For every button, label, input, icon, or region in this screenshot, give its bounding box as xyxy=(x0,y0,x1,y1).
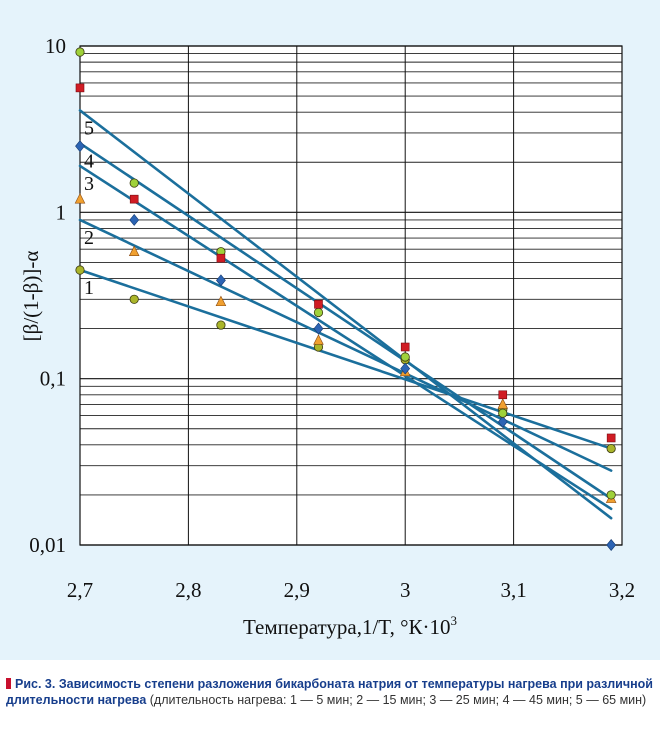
data-point-series-3 xyxy=(497,415,508,428)
data-point-series-2 xyxy=(74,192,86,204)
x-tick-label: 3 xyxy=(400,578,411,602)
x-tick-label: 3,1 xyxy=(500,578,526,602)
x-tick-label: 2,9 xyxy=(284,578,310,602)
fit-lines xyxy=(78,109,613,520)
series-label-1: 1 xyxy=(84,277,94,299)
series-label-2: 2 xyxy=(84,227,94,249)
data-point-series-4 xyxy=(498,408,508,418)
plot-area xyxy=(79,45,623,546)
data-point-series-2 xyxy=(215,295,227,307)
data-point-series-3 xyxy=(216,274,226,287)
fit-line-5 xyxy=(78,109,613,520)
data-point-series-2 xyxy=(313,334,324,345)
data-point-series-3 xyxy=(400,362,411,375)
x-tick-label: 2,7 xyxy=(67,578,93,602)
y-tick-label: 1 xyxy=(56,200,67,224)
figure-caption: Рис. 3. Зависимость степени разложения б… xyxy=(6,676,654,708)
series-labels: 1 2 34 5 xyxy=(84,117,94,299)
data-point-series-2 xyxy=(497,398,509,409)
x-tick-label: 3,2 xyxy=(609,578,635,602)
grid xyxy=(79,45,623,546)
data-point-series-3 xyxy=(606,539,617,551)
data-point-series-3 xyxy=(313,322,324,335)
fit-line-2 xyxy=(78,218,613,472)
y-tick-label: 10 xyxy=(45,34,66,58)
data-point-series-3 xyxy=(129,213,140,226)
data-point-series-4 xyxy=(606,490,616,500)
x-axis-title: Температура,1/T, °К·103 xyxy=(243,613,457,639)
series-label-3: 3 xyxy=(84,173,94,195)
data-point-series-3 xyxy=(75,140,85,153)
y-axis-title: [β/(1-β)]-α xyxy=(19,251,43,342)
data-point-series-1 xyxy=(606,443,616,454)
data-point-series-5 xyxy=(498,390,508,400)
data-point-series-5 xyxy=(400,342,410,352)
data-point-series-4 xyxy=(129,178,139,188)
data-point-series-4 xyxy=(75,47,85,57)
series-label-5: 5 xyxy=(84,117,94,139)
fit-line-4 xyxy=(78,142,613,500)
data-point-series-4 xyxy=(313,307,324,318)
data-point-series-5 xyxy=(314,299,323,309)
series-label-4: 4 xyxy=(84,150,94,172)
data-point-series-1 xyxy=(216,320,226,330)
y-tick-label: 0,01 xyxy=(29,533,66,557)
data-point-series-5 xyxy=(129,194,139,204)
data-point-series-1 xyxy=(129,294,139,304)
caption-marker xyxy=(6,678,11,689)
data-point-series-1 xyxy=(75,265,85,275)
data-point-series-5 xyxy=(75,83,85,93)
y-tick-label: 0,1 xyxy=(40,367,66,391)
caption-title: Рис. 3. Зависимость степени разложения б… xyxy=(6,677,653,707)
data-point-series-4 xyxy=(400,352,410,362)
data-point-series-5 xyxy=(216,253,226,263)
data-point-series-5 xyxy=(606,433,616,443)
x-tick-label: 2,8 xyxy=(175,578,201,602)
caption-note: (длительность нагрева: 1 — 5 мин; 2 — 15… xyxy=(146,693,647,707)
tick-labels: 2,7 2,8 2,9 3 3,1 3,2 10 1 0,1 0,01 xyxy=(29,34,635,602)
data-point-series-2 xyxy=(128,245,140,256)
fit-line-1 xyxy=(78,268,613,450)
data-markers xyxy=(74,47,617,551)
